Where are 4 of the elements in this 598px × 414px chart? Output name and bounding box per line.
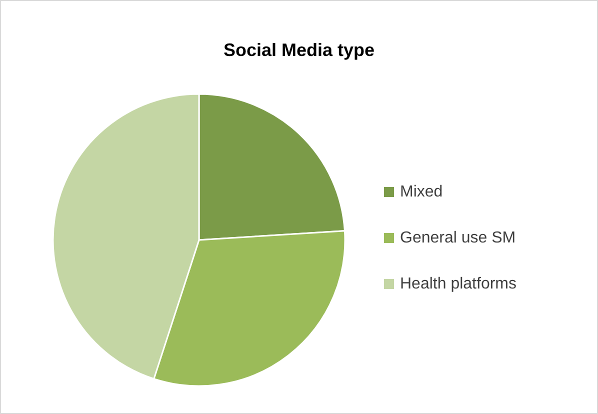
legend-label: Health platforms bbox=[400, 276, 516, 292]
chart-title: Social Media type bbox=[223, 40, 375, 60]
legend-label: General use SM bbox=[400, 230, 516, 246]
legend-label: Mixed bbox=[400, 184, 443, 200]
